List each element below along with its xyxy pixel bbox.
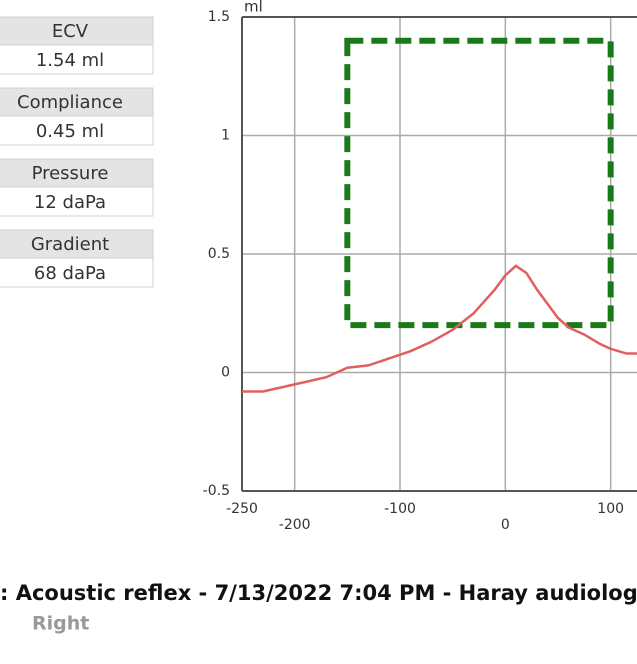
stat-value: 12 daPa [34,192,106,213]
x-tick-label: -250 [226,501,258,517]
stat-label: Compliance [17,92,123,113]
stat-label: Gradient [31,234,109,255]
y-tick-label: 1 [221,128,230,144]
x-tick-label: 0 [501,517,510,533]
curve [242,264,637,393]
stat-label: Pressure [32,163,109,184]
chart-title: : Acoustic reflex - 7/13/2022 7:04 PM - … [0,581,637,605]
x-tick-label: -100 [384,501,416,517]
stat-value: 1.54 ml [36,50,104,71]
y-tick-label: -0.5 [203,483,230,499]
x-tick-label: 100 [597,501,624,517]
y-axis-label: ml [244,0,263,16]
stat-value: 68 daPa [34,263,106,284]
stat-value: 0.45 ml [36,121,104,142]
stat-label: ECV [52,21,89,42]
stat-value-box [0,186,154,217]
stat-label-box [0,16,154,46]
stat-label-box [0,87,154,117]
stat-value-box [0,115,154,146]
normal-region [344,37,614,329]
y-tick-label: 0 [221,365,230,381]
y-tick-label: 1.5 [208,9,230,25]
stat-value-box [0,257,154,288]
x-tick-label: -200 [279,517,311,533]
stat-label-box [0,229,154,259]
chart-subtitle: Right [32,613,89,635]
stat-value-box [0,44,154,75]
stat-label-box [0,158,154,188]
y-tick-label: 0.5 [208,246,230,262]
